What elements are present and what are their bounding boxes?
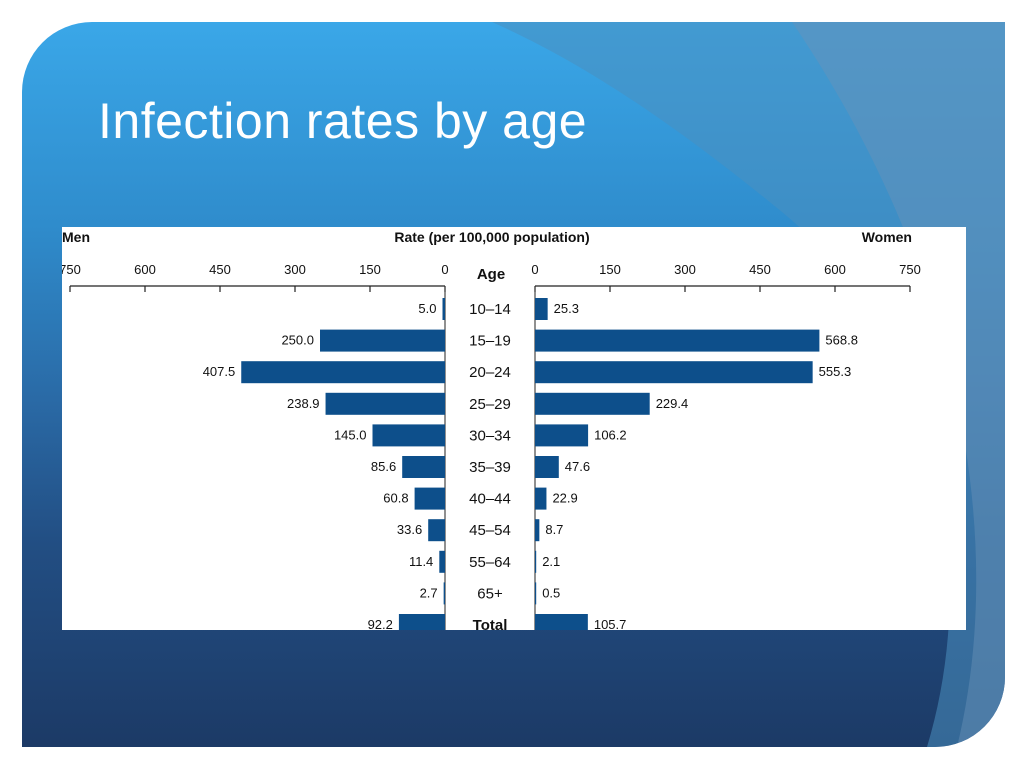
category-label: 55–64	[469, 554, 511, 571]
right-tick-label: 150	[599, 262, 621, 277]
women-value-label: 2.1	[542, 554, 560, 569]
women-value-label: 555.3	[819, 364, 852, 379]
chart-panel: Men Women Rate (per 100,000 population) …	[62, 227, 966, 630]
women-value-label: 105.7	[594, 617, 627, 630]
women-bar	[535, 298, 548, 320]
women-value-label: 25.3	[554, 301, 579, 316]
left-tick-label: 0	[441, 262, 448, 277]
men-value-label: 2.7	[420, 585, 438, 600]
men-bar	[402, 456, 445, 478]
men-bar	[241, 361, 445, 383]
category-label: 25–29	[469, 396, 511, 413]
women-label: Women	[862, 229, 912, 245]
right-tick-label: 600	[824, 262, 846, 277]
women-bar	[535, 393, 650, 415]
right-tick-label: 300	[674, 262, 696, 277]
left-tick-label: 150	[359, 262, 381, 277]
men-bar	[443, 298, 446, 320]
men-value-label: 238.9	[287, 396, 320, 411]
men-value-label: 145.0	[334, 427, 367, 442]
men-value-label: 60.8	[383, 491, 408, 506]
men-value-label: 92.2	[368, 617, 393, 630]
women-value-label: 106.2	[594, 427, 627, 442]
category-label: 45–54	[469, 522, 511, 539]
women-bar	[535, 488, 546, 510]
chart-title: Rate (per 100,000 population)	[394, 229, 589, 245]
category-label: 35–39	[469, 459, 511, 476]
category-label: 20–24	[469, 364, 511, 381]
women-value-label: 8.7	[545, 522, 563, 537]
left-tick-label: 750	[62, 262, 81, 277]
men-bar	[320, 330, 445, 352]
women-value-label: 47.6	[565, 459, 590, 474]
age-axis-label: Age	[477, 266, 505, 283]
category-label: 10–14	[469, 301, 511, 318]
category-label: Total	[473, 617, 508, 630]
men-value-label: 250.0	[281, 333, 314, 348]
men-value-label: 33.6	[397, 522, 422, 537]
men-bar	[415, 488, 445, 510]
right-tick-label: 750	[899, 262, 921, 277]
women-bar	[535, 456, 559, 478]
women-bar	[535, 361, 813, 383]
men-bar	[444, 582, 445, 604]
category-label: 30–34	[469, 427, 511, 444]
left-tick-label: 300	[284, 262, 306, 277]
women-bar	[535, 551, 536, 573]
men-value-label: 85.6	[371, 459, 396, 474]
men-bar	[399, 614, 445, 630]
left-tick-label: 450	[209, 262, 231, 277]
men-value-label: 11.4	[409, 554, 433, 569]
men-value-label: 5.0	[418, 301, 436, 316]
women-value-label: 0.5	[542, 585, 560, 600]
chart-svg: Men Women Rate (per 100,000 population) …	[62, 227, 966, 630]
slide-title: Infection rates by age	[98, 92, 587, 150]
women-bar	[535, 330, 819, 352]
left-tick-label: 600	[134, 262, 156, 277]
right-tick-label: 450	[749, 262, 771, 277]
women-bar	[535, 614, 588, 630]
men-bar	[326, 393, 445, 415]
category-label: 40–44	[469, 491, 511, 508]
women-bar	[535, 424, 588, 446]
men-value-label: 407.5	[203, 364, 236, 379]
men-bar	[428, 519, 445, 541]
men-bar	[439, 551, 445, 573]
men-bar	[373, 424, 446, 446]
women-value-label: 568.8	[825, 333, 858, 348]
women-value-label: 22.9	[552, 491, 577, 506]
category-label: 15–19	[469, 333, 511, 350]
category-label: 65+	[477, 585, 503, 602]
men-label: Men	[62, 229, 90, 245]
right-tick-label: 0	[531, 262, 538, 277]
women-bar	[535, 582, 536, 604]
women-value-label: 229.4	[656, 396, 689, 411]
women-bar	[535, 519, 539, 541]
